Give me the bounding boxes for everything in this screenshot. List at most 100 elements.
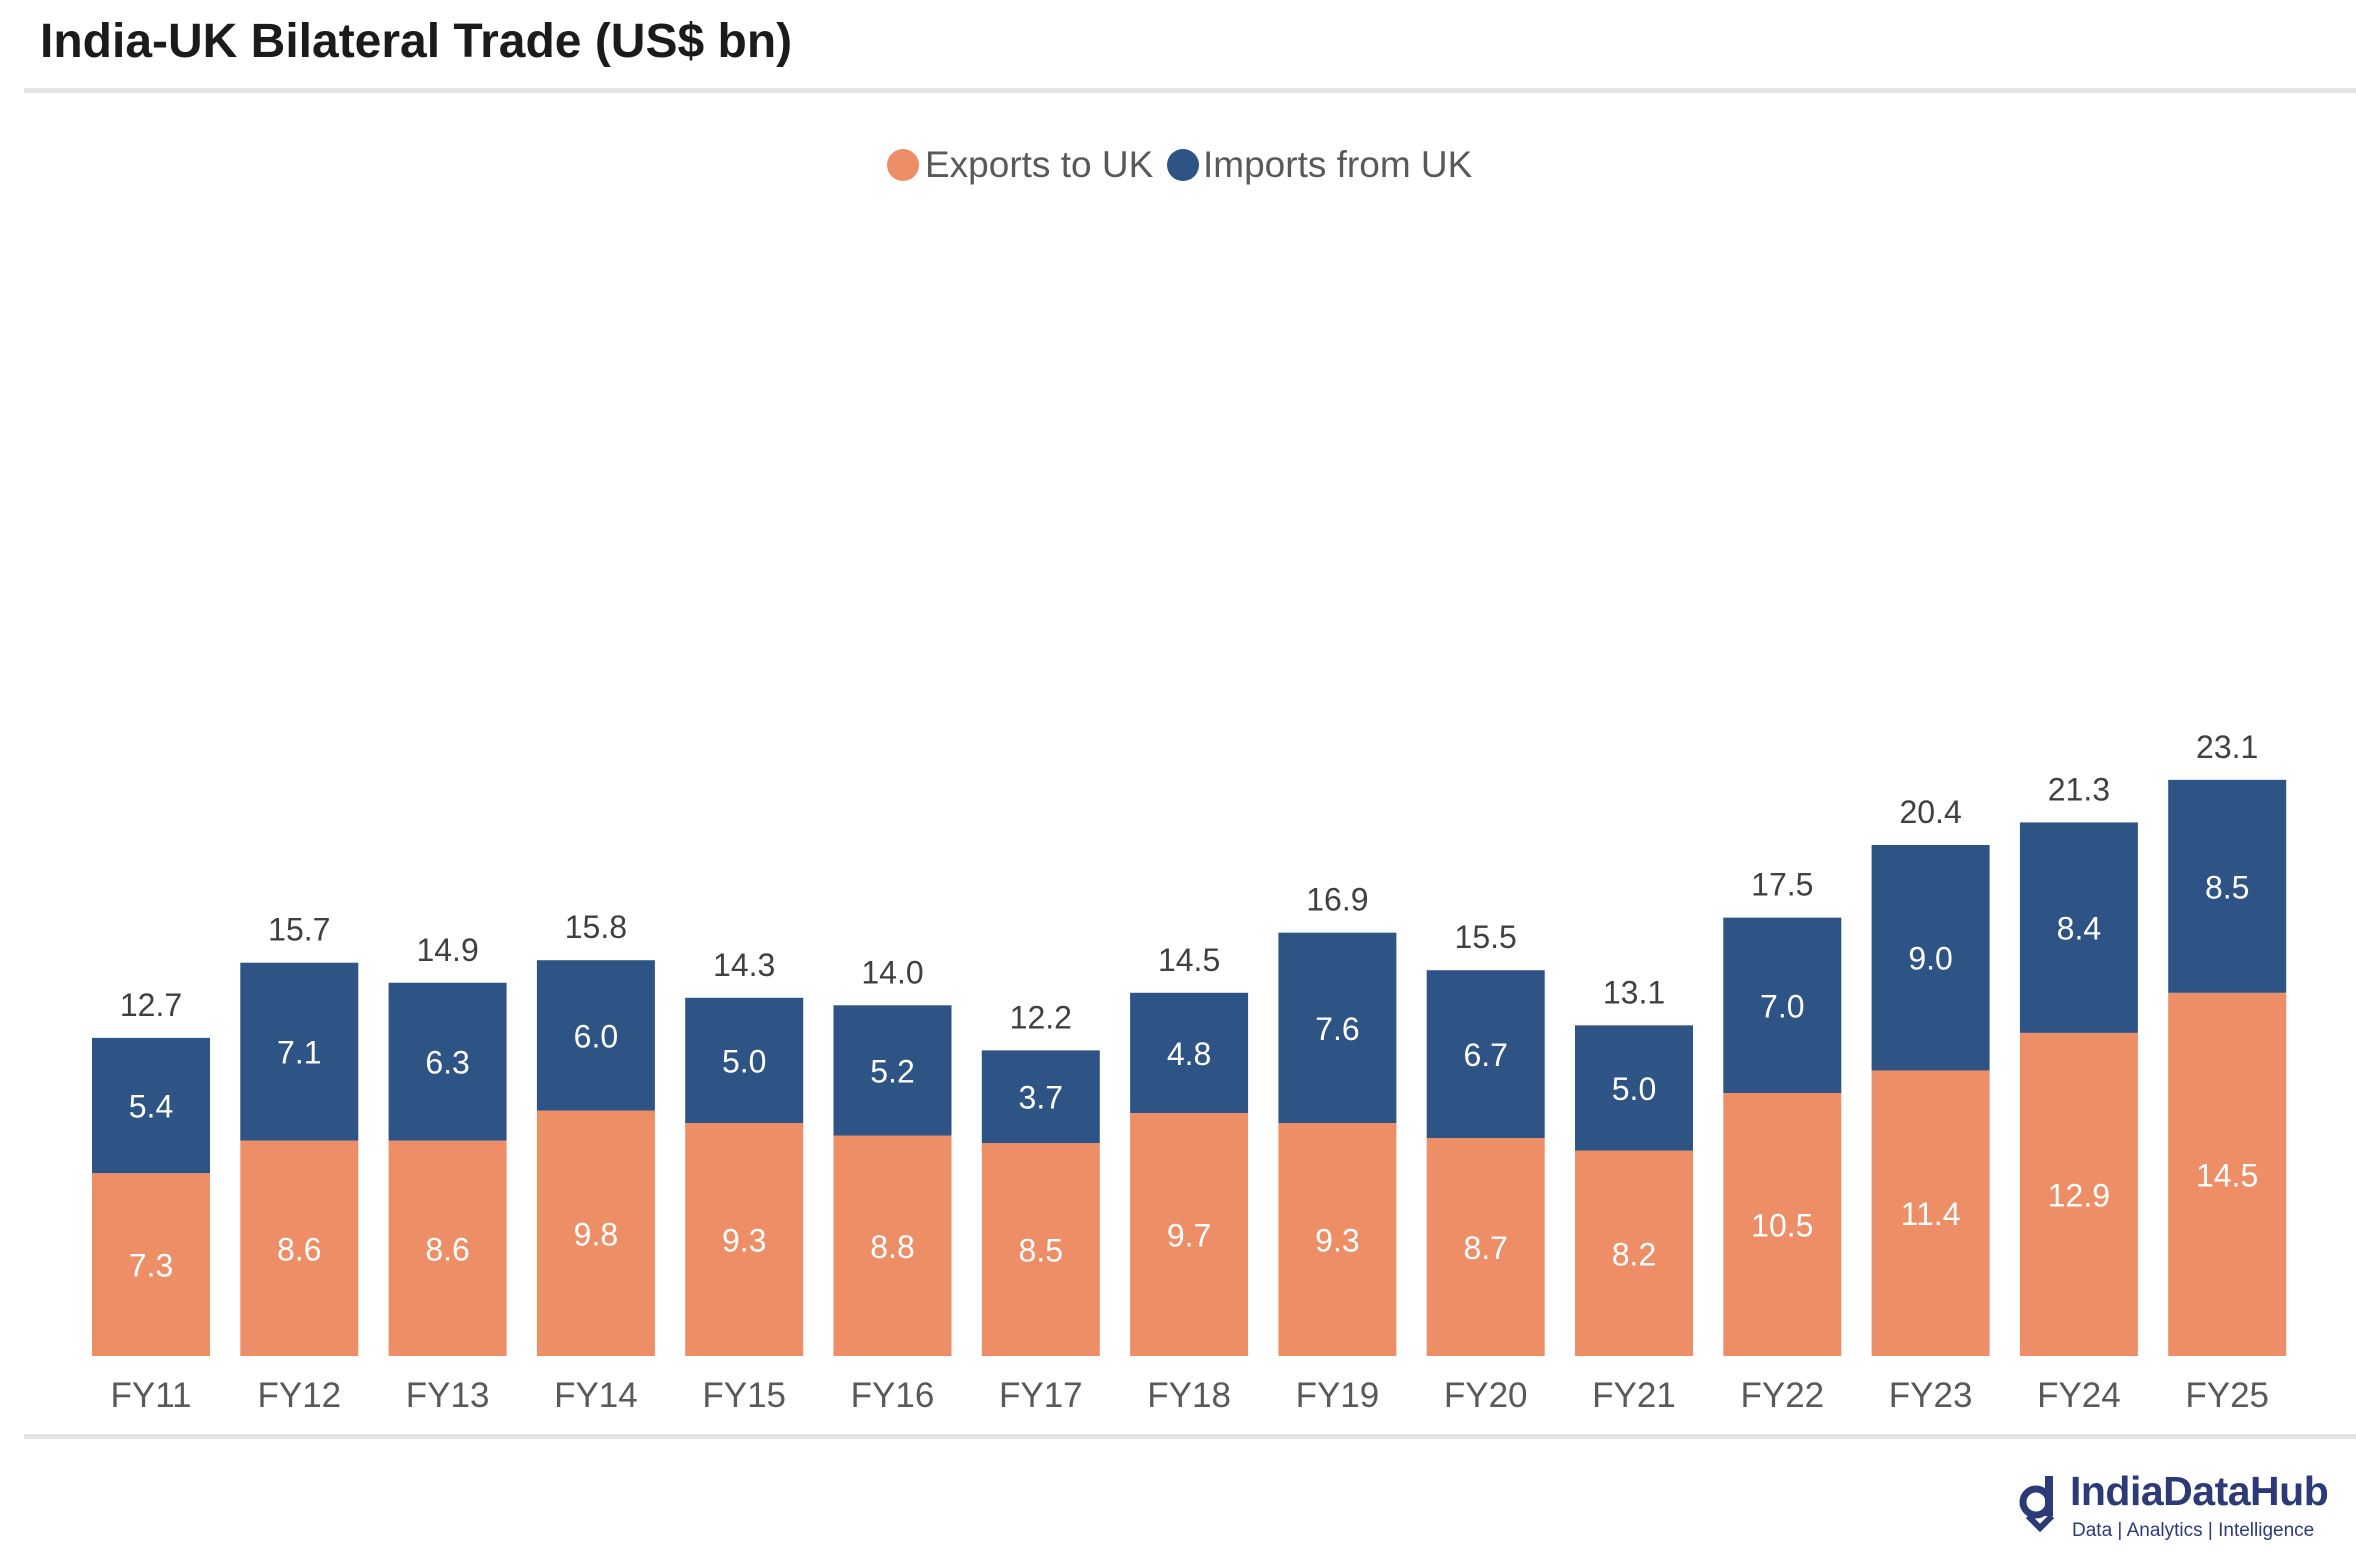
bar-exports	[1278, 1123, 1397, 1356]
bar-group-fy19: 9.3 7.6 16.9 FY19	[1278, 882, 1397, 1415]
bar-group-fy25: 14.5 8.5 23.1 FY25	[2168, 729, 2287, 1415]
bar-exports	[685, 1123, 804, 1356]
bar-exports	[2168, 992, 2287, 1356]
data-label-exports: 14.5	[2196, 1157, 2258, 1193]
bar-exports	[2019, 1032, 2138, 1356]
data-label-exports: 9.7	[1167, 1218, 1211, 1254]
bar-imports	[92, 1037, 210, 1174]
bar-exports	[1426, 1138, 1545, 1356]
data-label-total: 20.4	[1899, 794, 1961, 830]
legend-item-imports: Imports from UK	[1167, 144, 1473, 185]
x-tick-label: FY16	[851, 1376, 935, 1415]
legend-swatch	[887, 149, 919, 181]
data-label-imports: 7.6	[1315, 1011, 1359, 1047]
bar-exports	[536, 1110, 655, 1356]
x-tick-label: FY21	[1592, 1376, 1676, 1415]
data-label-exports: 11.4	[1901, 1196, 1961, 1232]
bar-imports	[833, 1005, 952, 1136]
legend-label: Imports from UK	[1203, 144, 1473, 185]
data-label-imports: 7.0	[1760, 988, 1804, 1024]
bar-exports	[1723, 1092, 1842, 1356]
bar-group-fy22: 10.5 7.0 17.5 FY22	[1723, 867, 1842, 1415]
bar-group-fy12: 8.6 7.1 15.7 FY12	[240, 912, 359, 1415]
bar-imports	[685, 997, 804, 1124]
data-label-imports: 5.0	[1612, 1071, 1656, 1107]
indiadatahub-logo-icon	[2019, 1476, 2055, 1532]
bar-exports	[833, 1135, 952, 1356]
bar-imports	[1575, 1025, 1693, 1151]
bar-imports	[1426, 970, 1545, 1139]
bar-imports	[1278, 932, 1397, 1124]
data-label-imports: 6.7	[1463, 1037, 1507, 1073]
data-label-total: 15.5	[1455, 919, 1517, 955]
data-label-total: 13.1	[1603, 974, 1665, 1010]
data-label-total: 14.9	[416, 932, 478, 968]
brand-tagline: Data | Analytics | Intelligence	[2072, 1520, 2315, 1541]
bar-group-fy17: 8.5 3.7 12.2 FY17	[981, 999, 1100, 1415]
bar-imports	[240, 962, 359, 1141]
data-label-total: 14.3	[713, 947, 775, 983]
stacked-bar-chart: Exports to UK Imports from UK 7.3 5.4 12.7 FY…	[92, 144, 2287, 1415]
x-tick-label: FY20	[1444, 1376, 1528, 1415]
bar-exports	[981, 1143, 1100, 1356]
x-tick-label: FY14	[554, 1376, 638, 1415]
bar-group-fy16: 8.8 5.2 14.0 FY16	[833, 954, 952, 1415]
data-label-exports: 12.9	[2048, 1177, 2110, 1213]
x-tick-label: FY13	[406, 1376, 490, 1415]
x-tick-label: FY15	[702, 1376, 786, 1415]
data-label-imports: 6.0	[574, 1018, 618, 1054]
bar-imports	[981, 1050, 1100, 1144]
bar-group-fy11: 7.3 5.4 12.7 FY11	[92, 987, 210, 1415]
data-label-total: 21.3	[2048, 771, 2110, 807]
brand-name: IndiaDataHub	[2070, 1468, 2329, 1514]
top-divider	[24, 88, 2356, 93]
data-label-total: 15.8	[565, 909, 627, 945]
data-label-total: 12.7	[120, 987, 182, 1023]
bar-group-fy13: 8.6 6.3 14.9 FY13	[388, 932, 507, 1415]
bar-group-fy23: 11.4 9.0 20.4 FY23	[1871, 794, 1990, 1415]
x-tick-label: FY18	[1147, 1376, 1231, 1415]
x-tick-label: FY17	[999, 1376, 1083, 1415]
x-tick-label: FY11	[110, 1376, 191, 1415]
data-label-imports: 8.5	[2205, 869, 2249, 905]
bar-exports	[1130, 1113, 1249, 1356]
bar-group-fy24: 12.9 8.4 21.3 FY24	[2019, 771, 2138, 1415]
data-label-total: 14.0	[861, 954, 923, 990]
bar-group-fy15: 9.3 5.0 14.3 FY15	[685, 947, 804, 1415]
bar-exports	[1575, 1150, 1693, 1356]
x-tick-label: FY12	[257, 1376, 341, 1415]
bar-exports	[1871, 1070, 1990, 1356]
bar-imports	[1130, 992, 1249, 1114]
data-label-total: 16.9	[1306, 882, 1368, 918]
bar-exports	[240, 1140, 359, 1356]
bar-imports	[2019, 822, 2138, 1033]
data-label-exports: 9.8	[574, 1216, 618, 1252]
bar-imports	[1723, 917, 1842, 1093]
data-label-imports: 8.4	[2057, 911, 2101, 947]
legend-label: Exports to UK	[925, 144, 1154, 185]
bar-imports	[388, 982, 507, 1141]
data-label-exports: 7.3	[129, 1248, 173, 1284]
data-label-imports: 5.4	[129, 1089, 173, 1125]
data-label-imports: 7.1	[277, 1035, 321, 1071]
data-label-total: 17.5	[1751, 867, 1813, 903]
bar-imports	[2168, 779, 2287, 993]
data-label-imports: 5.2	[870, 1053, 914, 1089]
data-label-exports: 8.7	[1463, 1230, 1507, 1266]
x-tick-label: FY24	[2037, 1376, 2121, 1415]
bar-group-fy18: 9.7 4.8 14.5 FY18	[1130, 942, 1249, 1415]
data-label-exports: 9.3	[1315, 1223, 1359, 1259]
data-label-exports: 8.6	[277, 1231, 321, 1267]
legend: Exports to UK Imports from UK	[887, 144, 1473, 185]
data-label-exports: 8.8	[870, 1229, 914, 1265]
x-tick-label: FY22	[1740, 1376, 1824, 1415]
data-label-imports: 5.0	[722, 1043, 766, 1079]
brand-logo: IndiaDataHub Data | Analytics | Intellig…	[2018, 1468, 2348, 1548]
x-tick-label: FY25	[2185, 1376, 2269, 1415]
legend-item-exports: Exports to UK	[887, 144, 1154, 185]
page-title: India-UK Bilateral Trade (US$ bn)	[40, 15, 793, 68]
data-label-exports: 8.6	[425, 1231, 469, 1267]
bar-imports	[536, 960, 655, 1111]
bar-group-fy21: 8.2 5.0 13.1 FY21	[1575, 974, 1693, 1415]
data-label-imports: 4.8	[1167, 1036, 1211, 1072]
